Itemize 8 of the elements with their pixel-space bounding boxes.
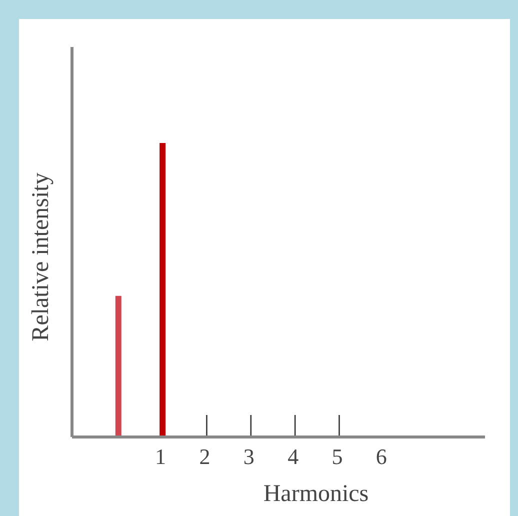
x-tick-label: 4 [288, 444, 299, 469]
x-tick-label: 3 [243, 444, 254, 469]
x-tick-label: 2 [199, 444, 210, 469]
x-tick-label: 1 [155, 444, 166, 469]
x-tick-label: 5 [332, 444, 343, 469]
y-axis-title: Relative intensity [28, 172, 54, 342]
x-axis-title: Harmonics [263, 481, 369, 507]
x-tick-label: 6 [376, 444, 387, 469]
